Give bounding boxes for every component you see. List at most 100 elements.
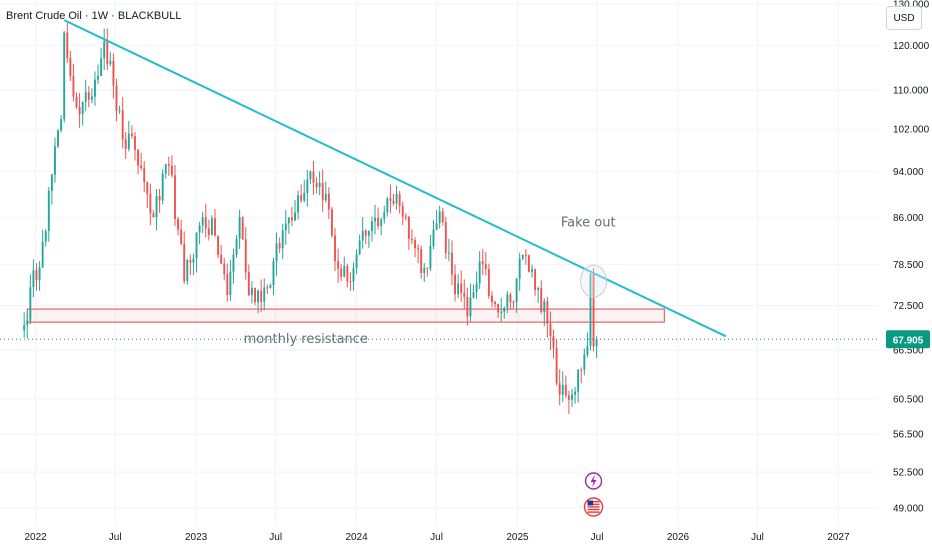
candle: [152, 210, 155, 218]
x-tick-label: 2023: [185, 532, 208, 543]
candle: [278, 237, 281, 253]
candle-body: [103, 41, 106, 59]
candle: [103, 28, 106, 70]
candle-body: [250, 287, 253, 295]
candle: [484, 252, 487, 276]
lightning-icon[interactable]: [584, 472, 603, 490]
candle: [527, 254, 530, 273]
candle: [374, 204, 376, 235]
candle: [512, 300, 515, 309]
candle-body: [78, 107, 81, 115]
candle: [207, 219, 210, 241]
candle-body: [564, 384, 567, 396]
candle: [69, 50, 72, 82]
candle: [401, 201, 404, 225]
candle-body: [309, 171, 312, 180]
candle: [254, 287, 256, 306]
candle-body: [475, 283, 478, 293]
candle-body: [23, 325, 26, 331]
candle: [337, 248, 340, 283]
candle: [367, 230, 370, 248]
candle: [444, 216, 447, 259]
candle-body: [207, 228, 210, 235]
candle-body: [38, 267, 41, 281]
zone-label: monthly resistance: [244, 332, 368, 347]
price-axis[interactable]: 49.000 52.500 56.500 60.500 66.500 72.500 78.5…: [878, 0, 932, 550]
us-flag-icon[interactable]: [583, 497, 604, 517]
candle: [247, 264, 250, 297]
candle-body: [555, 348, 558, 384]
candle-body: [512, 301, 515, 303]
candle-body: [174, 175, 176, 220]
candle: [155, 188, 158, 231]
candle-body: [506, 294, 509, 308]
candle-body: [429, 245, 432, 269]
candle: [558, 369, 561, 406]
candle-body: [549, 323, 552, 337]
candle-body: [364, 230, 367, 236]
time-axis[interactable]: 2022 Jul 2023 Jul 2024 Jul 2025 Jul 2026 Jul 2027: [0, 526, 878, 550]
chart-grid: [0, 0, 878, 526]
candle: [478, 251, 481, 290]
candle: [226, 263, 229, 302]
candle-body: [241, 217, 244, 240]
candle: [509, 292, 512, 310]
candle: [186, 258, 189, 285]
last-price-badge: [886, 330, 930, 349]
candle: [260, 279, 263, 313]
candle-body: [552, 336, 555, 349]
candle: [524, 249, 527, 265]
candle-body: [29, 287, 32, 321]
y-tick-label: 86.000: [893, 213, 924, 224]
candle-body: [346, 266, 349, 282]
y-tick-label: 72.500: [893, 301, 924, 312]
candle-body: [297, 195, 300, 213]
candle-body: [407, 216, 410, 239]
candle-body: [260, 290, 263, 302]
candle-body: [201, 217, 204, 226]
candle: [290, 207, 293, 227]
candle-body: [284, 223, 287, 231]
candle: [257, 289, 260, 314]
candle: [407, 216, 410, 250]
candle-body: [269, 285, 272, 288]
candle: [121, 96, 124, 149]
candle-body: [404, 216, 407, 218]
candle-body: [155, 196, 158, 218]
candle: [115, 78, 118, 122]
y-tick-label: 94.000: [893, 167, 924, 178]
candle: [41, 229, 44, 268]
candle-body: [352, 267, 355, 282]
candle-body: [50, 174, 53, 191]
candle: [531, 264, 533, 278]
candle: [561, 371, 564, 403]
candle: [238, 209, 241, 250]
candle: [137, 148, 140, 175]
candle: [466, 287, 469, 326]
candle: [595, 336, 598, 359]
candle: [577, 369, 580, 403]
candle: [364, 228, 367, 245]
candle: [318, 171, 321, 196]
candle-body: [414, 240, 416, 249]
currency-button[interactable]: USD: [886, 6, 922, 30]
candle: [377, 207, 380, 230]
candle-body: [130, 133, 133, 137]
candle-body: [127, 133, 130, 149]
candle-body: [438, 211, 441, 224]
candle: [355, 249, 358, 275]
candle: [90, 88, 93, 104]
time-axis-background: [0, 526, 878, 550]
candle: [389, 184, 392, 214]
candle: [60, 114, 63, 133]
candle-body: [377, 217, 380, 227]
candle: [469, 283, 472, 322]
candle: [324, 181, 327, 203]
candle: [81, 101, 84, 126]
candle: [343, 256, 346, 278]
candle: [432, 219, 435, 250]
y-tick-label: 60.500: [893, 394, 924, 405]
candle: [420, 245, 423, 279]
y-tick-label: 66.500: [893, 346, 924, 357]
